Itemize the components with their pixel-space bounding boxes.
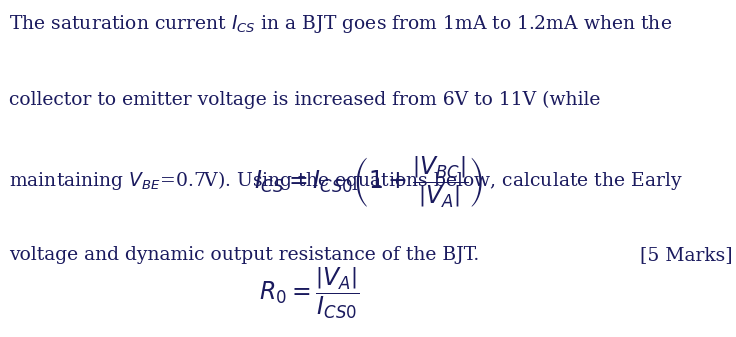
Text: The saturation current $I_{CS}$ in a BJT goes from 1mA to 1.2mA when the: The saturation current $I_{CS}$ in a BJT…: [9, 13, 672, 35]
Text: [5 Marks]: [5 Marks]: [640, 246, 732, 264]
Text: $I_{CS} = I_{CS0}\left(1+\dfrac{\left|V_{BC}\right|}{\left|V_{A}\right|}\right)$: $I_{CS} = I_{CS0}\left(1+\dfrac{\left|V_…: [254, 154, 482, 210]
Text: voltage and dynamic output resistance of the BJT.: voltage and dynamic output resistance of…: [9, 246, 479, 264]
Text: collector to emitter voltage is increased from 6V to 11V (while: collector to emitter voltage is increase…: [9, 91, 600, 109]
Text: maintaining $V_{BE}$=0.7V). Using the equations below, calculate the Early: maintaining $V_{BE}$=0.7V). Using the eq…: [9, 168, 683, 191]
Text: $R_{0} = \dfrac{\left|V_{A}\right|}{I_{CS0}}$: $R_{0} = \dfrac{\left|V_{A}\right|}{I_{C…: [258, 265, 360, 321]
